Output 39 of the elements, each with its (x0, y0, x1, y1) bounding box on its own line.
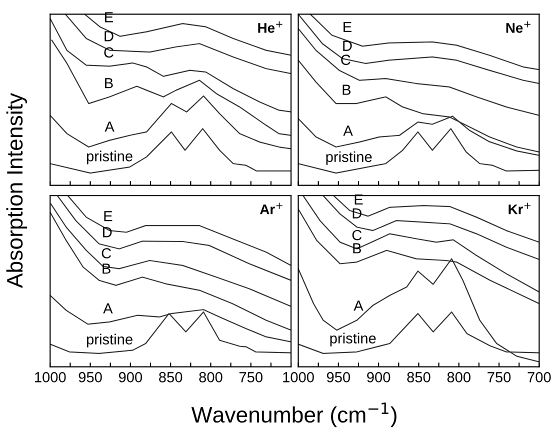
x-tick-label: 1000 (283, 372, 314, 382)
chart-title: Kr$^{+}$ (508, 202, 530, 214)
x-tick-label: 750 (239, 372, 262, 382)
annotation: C (352, 230, 362, 240)
annotation: E (105, 12, 113, 22)
annotation: B (342, 84, 351, 95)
x-tick-label: 800 (447, 372, 470, 382)
annotation: pristine (326, 151, 372, 165)
annotation: C (104, 47, 114, 58)
annotation: pristine (86, 150, 132, 164)
x-tick-label: 800 (199, 372, 222, 382)
annotation: B (105, 78, 113, 88)
chart-title: Ne$^{+}$ (506, 21, 530, 33)
annotation: E (104, 211, 112, 222)
annotation: pristine (86, 334, 132, 348)
x-tick-label: 950 (78, 372, 102, 382)
annotation: A (354, 300, 364, 311)
annotation: E (344, 22, 352, 32)
annotation: A (104, 122, 114, 132)
x-tick-label: 950 (326, 372, 350, 382)
annotation: E (354, 194, 363, 205)
annotation: A (103, 303, 113, 314)
x-axis-title: Wavenumber (cm$^{−1}$) (191, 402, 396, 428)
x-tick-label: 900 (367, 372, 390, 382)
x-tick-label: 750 (488, 372, 511, 382)
x-tick-label: 850 (159, 372, 182, 382)
annotation: D (343, 40, 352, 51)
x-tick-label: 700 (528, 372, 551, 382)
chart-title: Ar$^{+}$ (260, 202, 282, 214)
x-tick-label: 1000 (35, 372, 66, 382)
chart-title: He$^{+}$ (258, 21, 282, 33)
annotation: D (104, 31, 114, 42)
x-tick-label: 850 (407, 372, 430, 382)
annotation: pristine (330, 332, 376, 346)
y-axis-title: Absorption Intensity (6, 92, 28, 288)
annotation: A (343, 126, 353, 136)
x-tick-label: 900 (118, 372, 142, 382)
annotation: C (102, 248, 112, 258)
annotation: D (103, 227, 112, 238)
